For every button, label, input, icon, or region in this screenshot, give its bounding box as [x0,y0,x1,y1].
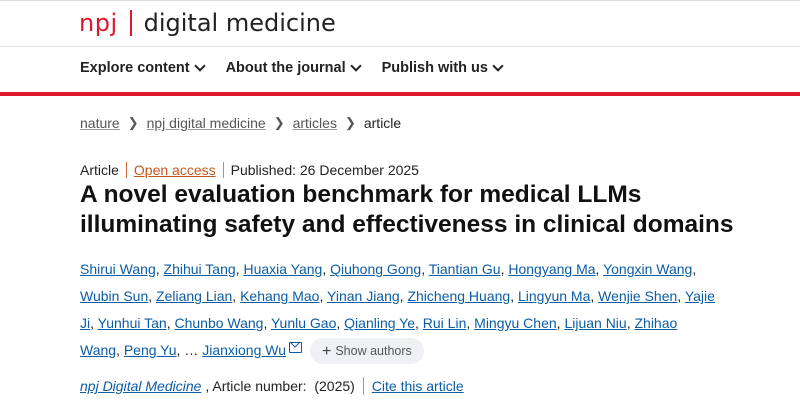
author-list: Shirui Wang, Zhihui Tang, Huaxia Yang, Q… [80,256,720,365]
nav-about-journal[interactable]: About the journal [225,60,362,76]
author-separator: , [421,261,429,277]
author-separator: , [232,288,241,304]
author-link[interactable]: Lingyun Ma [517,288,591,304]
author-separator: , [176,342,185,358]
nav-explore-content[interactable]: Explore content [80,60,206,76]
author-link[interactable]: Yunlu Gao [270,315,337,331]
logo-npj: npj [79,9,118,37]
plus-icon: + [322,342,332,360]
author-separator: , [677,288,685,304]
author-link[interactable]: Shirui Wang [80,261,156,277]
nav-label: Publish with us [381,60,488,76]
author-link[interactable]: Qianling Ye [344,315,415,331]
author-separator: , [595,261,604,277]
author-link[interactable]: Hongyang Ma [508,261,596,277]
author-link[interactable]: Huaxia Yang [243,261,323,277]
divider [125,162,127,178]
author-link[interactable]: Mingyu Chen [474,315,557,331]
published-date: Published: 26 December 2025 [230,162,419,178]
author-separator: , [336,315,345,331]
author-link[interactable]: Yinan Jiang [327,288,400,304]
author-link[interactable]: Rui Lin [422,315,467,331]
author-separator: , [626,315,635,331]
breadcrumb-journal[interactable]: npj digital medicine [146,115,266,131]
main-nav: Explore content About the journal Publis… [80,60,504,76]
author-separator: , [692,261,697,277]
author-separator: , [116,342,124,358]
article-meta: Article Open access Published: 26 Decemb… [80,162,419,178]
nav-label: Explore content [80,60,190,76]
breadcrumb-nature[interactable]: nature [80,115,120,131]
corresponding-author-link[interactable]: Jianxiong Wu [202,342,286,358]
breadcrumb: nature ❯ npj digital medicine ❯ articles… [80,115,401,131]
author-link[interactable]: Lijuan Niu [564,315,627,331]
article-type: Article [80,162,119,178]
author-separator: , [322,261,331,277]
author-separator: , [148,288,157,304]
author-separator: , [399,288,408,304]
author-separator: , [155,261,164,277]
logo-title: digital medicine [143,9,336,37]
author-separator: , [319,288,328,304]
author-link[interactable]: Chunbo Wang [174,315,264,331]
author-link[interactable]: Zhihui Tang [163,261,236,277]
chevron-down-icon [193,60,206,72]
show-authors-button[interactable]: + Show authors [310,338,424,365]
header-divider [0,46,800,47]
chevron-right-icon: ❯ [344,115,356,130]
chevron-down-icon [492,60,504,72]
chevron-right-icon: ❯ [273,115,285,130]
author-link[interactable]: Wubin Sun [80,288,149,304]
divider [362,377,364,395]
nav-publish-with-us[interactable]: Publish with us [381,60,504,76]
author-link[interactable]: Zeliang Lian [156,288,233,304]
article-number: , Article number: (2025) [205,378,355,394]
author-separator: , [590,288,599,304]
author-link[interactable]: Yajie Ji [80,288,715,331]
author-separator: , [466,315,475,331]
journal-logo[interactable]: npj digital medicine [79,6,336,40]
author-link[interactable]: Zhihao Wang [80,315,678,358]
author-link[interactable]: Tiantian Gu [428,261,501,277]
journal-info: npj Digital Medicine , Article number: (… [80,377,464,395]
author-link[interactable]: Yongxin Wang [603,261,693,277]
author-separator: , [500,261,509,277]
journal-link[interactable]: npj Digital Medicine [80,378,202,394]
cite-article-link[interactable]: Cite this article [371,378,464,394]
author-separator: , [166,315,175,331]
author-separator: , [510,288,518,304]
show-authors-label: Show authors [335,343,412,358]
nav-label: About the journal [225,60,346,76]
brand-bar [0,92,800,96]
breadcrumb-current: article [363,115,402,131]
logo-divider [129,10,132,36]
author-link[interactable]: Qiuhong Gong [330,261,422,277]
top-border [0,0,800,1]
authors-ellipsis: … [184,342,199,358]
chevron-right-icon: ❯ [127,115,139,130]
author-separator: , [90,315,98,331]
email-icon[interactable] [289,342,302,353]
divider [222,162,224,178]
author-link[interactable]: Yunhui Tan [97,315,167,331]
author-separator: , [556,315,565,331]
author-separator: , [263,315,271,331]
article-title: A novel evaluation benchmark for medical… [80,181,734,238]
author-link[interactable]: Peng Yu [123,342,177,358]
author-separator: , [235,261,244,277]
breadcrumb-articles[interactable]: articles [292,115,337,131]
author-link[interactable]: Kehang Mao [240,288,320,304]
author-link[interactable]: Zhicheng Huang [407,288,511,304]
chevron-down-icon [349,60,362,72]
open-access-link[interactable]: Open access [133,162,216,178]
author-link[interactable]: Wenjie Shen [598,288,678,304]
author-separator: , [415,315,423,331]
